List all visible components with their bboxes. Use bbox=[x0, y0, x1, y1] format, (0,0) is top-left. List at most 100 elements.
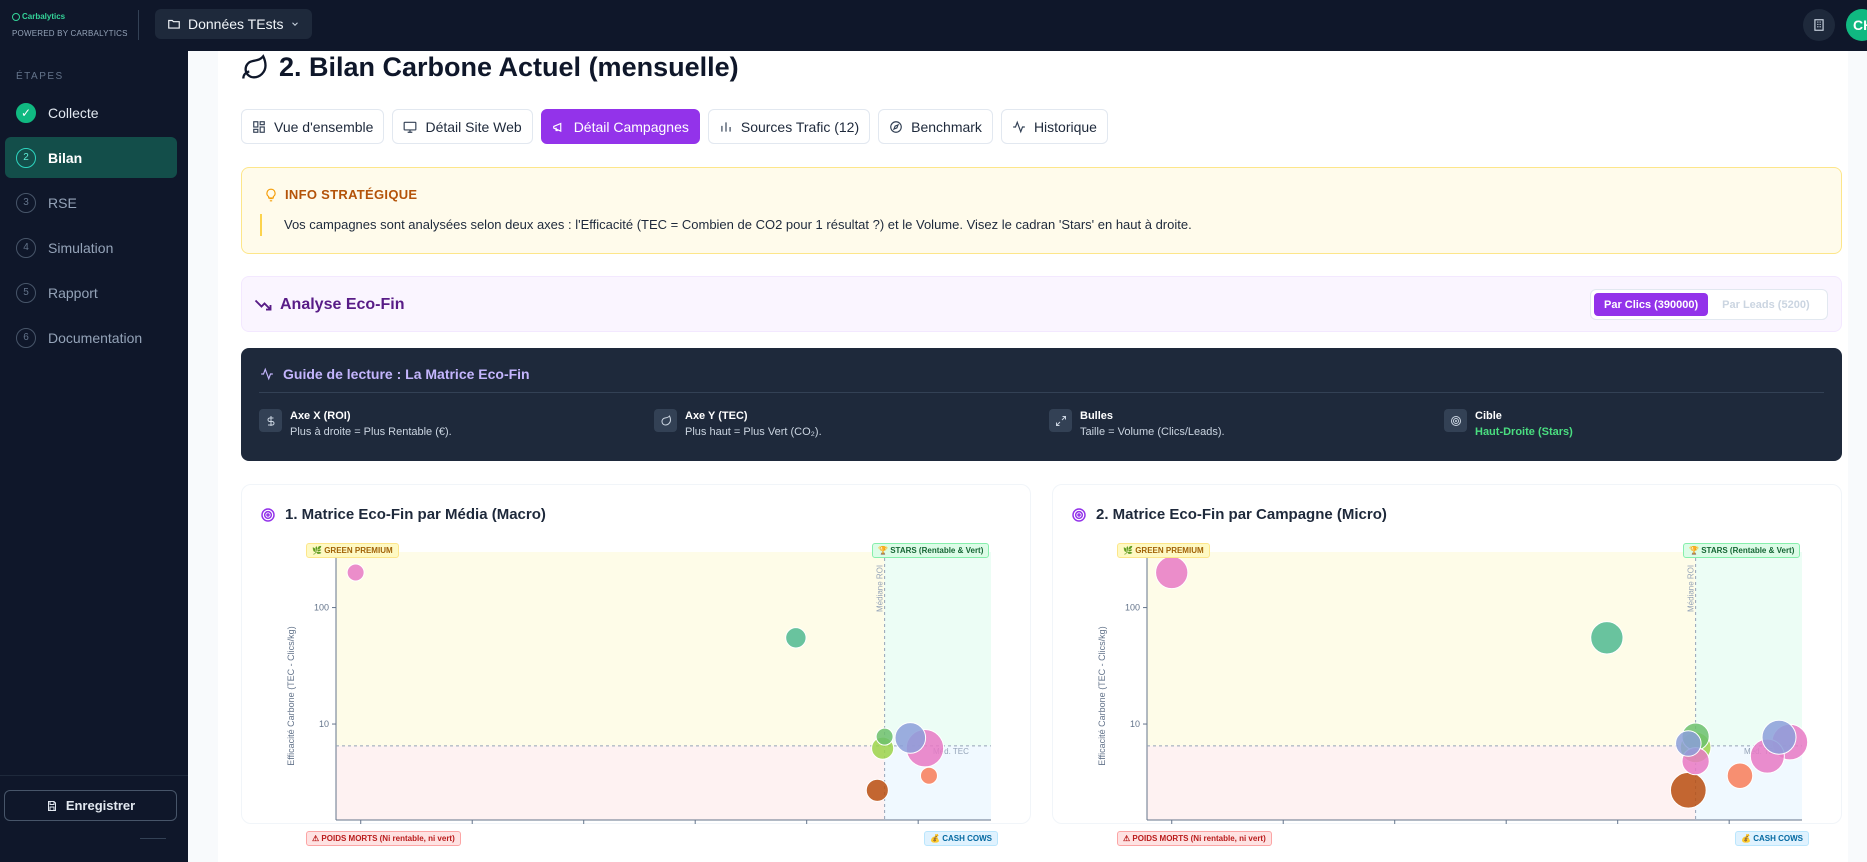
save-button-label: Enregistrer bbox=[65, 798, 136, 813]
metric-toggle: Par Clics (390000) Par Leads (5200) bbox=[1590, 289, 1828, 320]
save-button[interactable]: Enregistrer bbox=[4, 790, 177, 821]
data-point[interactable] bbox=[875, 727, 894, 746]
brand-name: Carbalytics bbox=[22, 12, 66, 21]
info-accent-bar bbox=[260, 214, 262, 236]
project-selector[interactable]: Données TEsts bbox=[155, 9, 313, 39]
tab-benchmark[interactable]: Benchmark bbox=[878, 109, 993, 144]
guide-item-desc: Taille = Volume (Clics/Leads). bbox=[1080, 426, 1225, 438]
chevron-down-icon bbox=[292, 22, 299, 26]
guide-divider bbox=[259, 392, 1824, 393]
guide-item-3: Bulles Taille = Volume (Clics/Leads). bbox=[1049, 409, 1225, 438]
badge-cash-cows: 💰 CASH COWS bbox=[924, 831, 998, 846]
chart-card-media: 1. Matrice Eco-Fin par Média (Macro) Médi… bbox=[241, 484, 1031, 846]
data-point[interactable] bbox=[1726, 762, 1754, 789]
badge-icon: 🏆 bbox=[878, 546, 891, 555]
tab-historique[interactable]: Historique bbox=[1000, 109, 1108, 144]
chart-title: 2. Matrice Eco-Fin par Campagne (Micro) bbox=[1096, 506, 1387, 523]
tab-sources-trafic-12-[interactable]: Sources Trafic (12) bbox=[707, 109, 871, 144]
badge-icon: ⚠ bbox=[1123, 834, 1133, 843]
guide-item-2: Axe Y (TEC) Plus haut = Plus Vert (CO₂). bbox=[654, 409, 822, 438]
badge-label: CASH COWS bbox=[942, 834, 992, 843]
sidebar: Carbalytics POWERED BY CARBALYTICS ÉTAPE… bbox=[0, 0, 188, 862]
guide-item-desc: Plus à droite = Plus Rentable (€). bbox=[290, 426, 452, 438]
tab-label: Sources Trafic (12) bbox=[740, 118, 860, 135]
step-number: 3 bbox=[16, 192, 36, 213]
tab-d-tail-site-web[interactable]: Détail Site Web bbox=[392, 109, 533, 144]
guide-item-desc: Haut-Droite (Stars) bbox=[1475, 426, 1573, 438]
toggle-clics[interactable]: Par Clics (390000) bbox=[1594, 293, 1709, 316]
badge-green-premium: 🌿 GREEN PREMIUM bbox=[1117, 543, 1210, 558]
guide-item-desc: Plus haut = Plus Vert (CO₂). bbox=[685, 426, 822, 438]
step-label: RSE bbox=[48, 194, 77, 211]
compass-icon bbox=[890, 120, 902, 133]
badge-stars: 🏆 STARS (Rentable & Vert) bbox=[872, 543, 990, 558]
company-button[interactable] bbox=[1803, 9, 1835, 41]
page-title-wrap: 2. Bilan Carbone Actuel (mensuelle) bbox=[241, 52, 739, 83]
badge-icon: 💰 bbox=[1741, 834, 1754, 843]
sidebar-footer-line bbox=[140, 838, 166, 839]
steps-title: ÉTAPES bbox=[16, 71, 64, 82]
guide-item-4: Cible Haut-Droite (Stars) bbox=[1444, 409, 1573, 438]
guide-icon-box bbox=[1444, 409, 1467, 432]
data-point[interactable] bbox=[346, 563, 365, 582]
toggle-leads[interactable]: Par Leads (5200) bbox=[1722, 298, 1810, 311]
data-point[interactable] bbox=[1155, 555, 1189, 590]
sidebar-step-6[interactable]: 6 Documentation bbox=[5, 317, 177, 358]
brand[interactable]: Carbalytics POWERED BY CARBALYTICS bbox=[12, 12, 128, 38]
sidebar-step-3[interactable]: 3 RSE bbox=[5, 182, 177, 223]
badge-label: GREEN PREMIUM bbox=[1135, 546, 1204, 555]
tab-vue-d-ensemble[interactable]: Vue d'ensemble bbox=[241, 109, 385, 144]
guide-item-1: Axe X (ROI) Plus à droite = Plus Rentable… bbox=[259, 409, 452, 438]
badge-icon: ⚠ bbox=[312, 834, 322, 843]
data-point[interactable] bbox=[785, 627, 807, 649]
sidebar-step-4[interactable]: 4 Simulation bbox=[5, 227, 177, 268]
y-tick-label: 100 bbox=[314, 603, 329, 613]
data-point[interactable] bbox=[1669, 771, 1707, 809]
badge-icon: 💰 bbox=[930, 834, 943, 843]
sidebar-step-2[interactable]: 2 Bilan bbox=[5, 137, 177, 178]
data-point[interactable] bbox=[1675, 730, 1702, 757]
step-label: Rapport bbox=[48, 284, 98, 301]
trending-down-icon bbox=[254, 299, 272, 311]
sidebar-step-5[interactable]: 5 Rapport bbox=[5, 272, 177, 313]
data-point[interactable] bbox=[865, 778, 889, 802]
badge-icon: 🏆 bbox=[1689, 546, 1702, 555]
guide-item-title: Cible bbox=[1475, 410, 1502, 422]
guide-title-wrap: Guide de lecture : La Matrice Eco-Fin bbox=[259, 366, 530, 382]
data-point[interactable] bbox=[894, 722, 927, 754]
sidebar-step-1[interactable]: ✓ Collecte bbox=[5, 92, 177, 133]
badge-green-premium: 🌿 GREEN PREMIUM bbox=[306, 543, 399, 558]
avatar[interactable]: CH bbox=[1846, 9, 1867, 41]
brand-powered: POWERED BY CARBALYTICS bbox=[12, 29, 128, 38]
project-name: Données TEsts bbox=[188, 16, 284, 32]
activity-icon bbox=[261, 367, 273, 381]
target-icon bbox=[1072, 507, 1086, 522]
guide-icon-box bbox=[654, 409, 677, 432]
badge-label: GREEN PREMIUM bbox=[324, 546, 393, 555]
leaf-icon bbox=[661, 414, 671, 426]
tab-d-tail-campagnes[interactable]: Détail Campagnes bbox=[540, 109, 700, 144]
step-number: 6 bbox=[16, 327, 36, 348]
badge-poids-morts: ⚠ POIDS MORTS (Ni rentable, ni vert) bbox=[306, 831, 461, 846]
grid-icon bbox=[253, 120, 265, 133]
badge-label: STARS (Rentable & Vert) bbox=[1701, 546, 1795, 555]
tab-label: Benchmark bbox=[911, 118, 982, 135]
step-number: ✓ bbox=[16, 102, 36, 123]
expand-icon bbox=[1055, 415, 1066, 426]
step-label: Documentation bbox=[48, 329, 143, 346]
data-point[interactable] bbox=[1761, 719, 1797, 755]
target-icon bbox=[261, 507, 275, 522]
step-number: 5 bbox=[16, 282, 36, 303]
badge-cash-cows: 💰 CASH COWS bbox=[1735, 831, 1809, 846]
eco-title-wrap: Analyse Eco-Fin bbox=[254, 296, 404, 314]
badge-label: STARS (Rentable & Vert) bbox=[890, 546, 984, 555]
bar-chart-icon bbox=[721, 121, 731, 132]
badge-label: CASH COWS bbox=[1753, 834, 1803, 843]
data-point[interactable] bbox=[919, 766, 938, 785]
data-point[interactable] bbox=[1590, 621, 1624, 655]
dollar-icon bbox=[267, 415, 274, 426]
info-title-wrap: INFO STRATÉGIQUE bbox=[264, 187, 417, 202]
badge-poids-morts: ⚠ POIDS MORTS (Ni rentable, ni vert) bbox=[1117, 831, 1272, 846]
